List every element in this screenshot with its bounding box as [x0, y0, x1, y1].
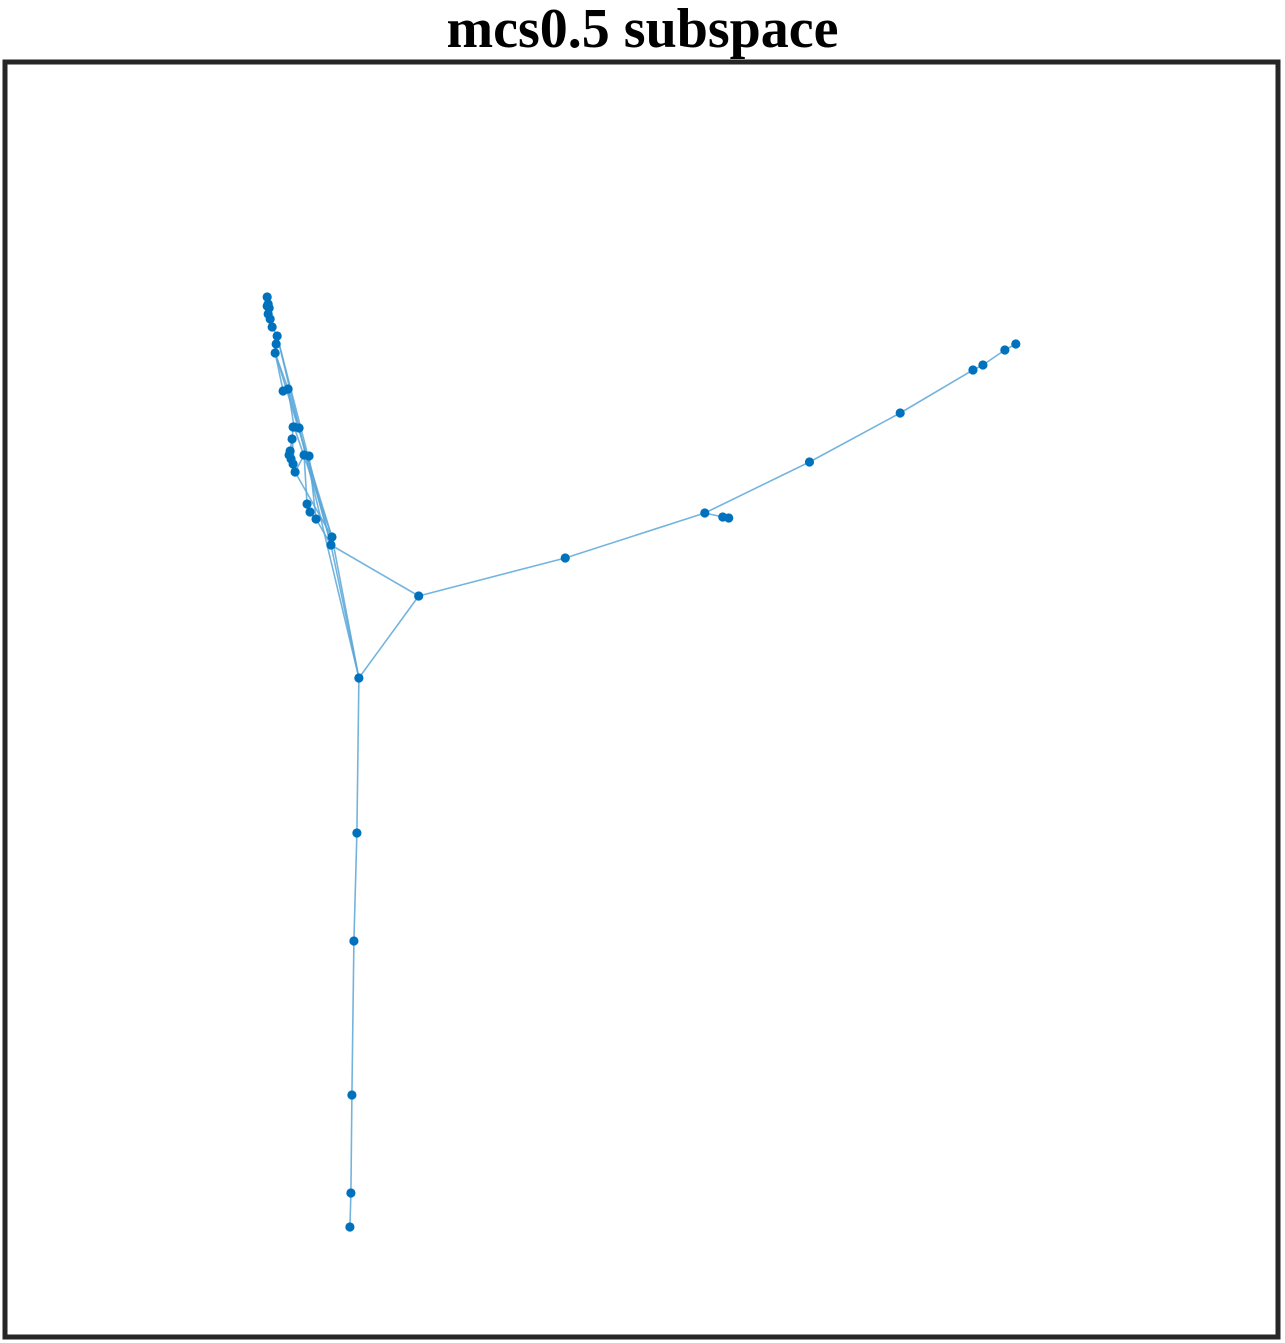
graph-edge-12: [899, 369, 974, 414]
data-point-3: [349, 936, 359, 946]
data-point-44: [262, 292, 272, 302]
data-point-28: [285, 446, 295, 456]
data-point-32: [289, 422, 299, 432]
graph-edge-2: [351, 940, 355, 1096]
data-point-36: [271, 339, 281, 349]
data-point-2: [347, 1090, 357, 1100]
graph-edge-4: [356, 677, 360, 834]
data-point-17: [326, 540, 336, 550]
graph-edge-11: [809, 412, 901, 463]
data-point-14: [978, 360, 988, 370]
data-point-34: [278, 386, 288, 396]
graph-edge-6: [418, 557, 566, 597]
data-point-6: [414, 591, 424, 601]
data-point-38: [267, 322, 277, 332]
graph-edge-0: [349, 1192, 352, 1228]
graph-edge-16: [330, 544, 420, 597]
data-point-20: [305, 507, 315, 517]
graph-edge-5: [358, 595, 420, 679]
plot-frame: [2, 59, 1281, 1340]
data-point-1: [346, 1188, 356, 1198]
data-point-5: [354, 673, 364, 683]
data-point-29: [287, 434, 297, 444]
data-point-35: [270, 348, 280, 358]
graph-edge-54: [276, 335, 360, 679]
data-point-7: [560, 553, 570, 563]
data-point-12: [895, 408, 905, 418]
data-point-13: [968, 365, 978, 375]
data-point-8: [700, 508, 710, 518]
graph-nodes: [262, 292, 1021, 1232]
data-point-37: [272, 331, 282, 341]
data-point-16: [1011, 339, 1021, 349]
data-point-15: [1000, 345, 1010, 355]
graph-edge-7: [564, 512, 706, 559]
data-point-0: [345, 1222, 355, 1232]
data-point-10: [724, 513, 734, 523]
graph-edge-10: [704, 461, 810, 514]
data-point-4: [352, 828, 362, 838]
graph-edge-1: [350, 1094, 353, 1194]
chart-title: mcs0.5 subspace: [446, 0, 839, 60]
data-point-23: [304, 451, 314, 461]
data-point-43: [263, 299, 273, 309]
graph-edge-23: [303, 454, 308, 505]
graph-edge-18: [331, 536, 360, 679]
data-point-19: [311, 514, 321, 524]
data-point-24: [290, 467, 300, 477]
data-point-21: [302, 499, 312, 509]
graph-edge-3: [353, 832, 358, 942]
data-point-18: [327, 532, 337, 542]
data-point-11: [804, 457, 815, 467]
